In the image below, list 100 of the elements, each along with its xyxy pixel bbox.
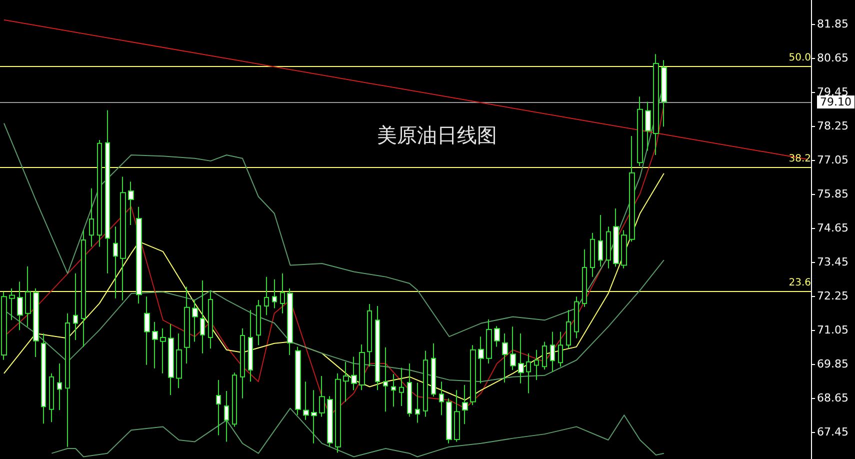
candlestick	[590, 232, 595, 278]
candlestick	[343, 361, 349, 402]
candlestick	[311, 390, 317, 444]
y-tick-label: 72.25	[817, 290, 848, 303]
candlestick	[534, 349, 539, 380]
candlestick	[645, 101, 651, 152]
candlestick	[526, 352, 531, 394]
candlestick	[439, 381, 444, 416]
candlestick	[256, 300, 261, 346]
annotation: 23.6	[788, 277, 811, 288]
candlestick	[81, 230, 86, 348]
candlestick	[287, 288, 293, 356]
candlestick	[272, 278, 277, 309]
candlestick	[240, 328, 245, 399]
candlestick	[502, 332, 508, 383]
y-tick-label: 78.25	[817, 120, 848, 133]
candlestick	[582, 248, 587, 308]
candlestick	[17, 281, 23, 331]
candlestick	[319, 375, 325, 418]
candlestick	[89, 188, 94, 248]
candlestick	[558, 331, 563, 368]
y-tick-label: 77.05	[817, 154, 848, 167]
candlestick	[446, 398, 452, 444]
y-tick-label: 74.65	[817, 222, 848, 235]
candlestick	[136, 206, 142, 304]
candlestick	[152, 321, 158, 369]
candlestick	[478, 336, 484, 384]
candlestick	[232, 372, 237, 428]
candlestick	[359, 344, 365, 391]
candlestick	[192, 300, 198, 342]
candlestick	[65, 312, 70, 448]
candlestick	[295, 346, 301, 416]
y-tick-label: 68.65	[817, 392, 848, 405]
candlestick	[57, 363, 62, 410]
ref-line-label: 79.10	[820, 96, 852, 108]
candlestick	[566, 309, 571, 349]
candlestick	[613, 208, 619, 268]
candlestick	[113, 226, 118, 299]
candlestick	[303, 381, 309, 420]
candlestick	[542, 341, 547, 370]
candlestick	[391, 374, 396, 408]
candlestick	[375, 306, 380, 391]
candlestick	[216, 379, 221, 436]
annotation: 50.0	[788, 52, 811, 64]
candlestick	[494, 326, 500, 348]
candlestick	[454, 390, 460, 442]
candlestick	[9, 288, 15, 321]
candlestick	[327, 396, 333, 448]
candlestick	[73, 272, 78, 340]
y-tick-label: 81.85	[817, 18, 848, 31]
candlestick	[1, 291, 7, 360]
candlestick	[415, 382, 420, 424]
candlestick	[280, 272, 285, 314]
candlestick	[598, 214, 603, 268]
candlestick	[383, 346, 388, 412]
candlestick	[431, 342, 436, 398]
candlestick	[550, 331, 555, 372]
candlestick	[621, 230, 627, 269]
candlestick	[200, 280, 205, 354]
candlestick	[208, 290, 213, 349]
y-tick-label: 69.85	[817, 358, 848, 371]
y-tick-label: 75.85	[817, 188, 848, 201]
candlestick	[49, 372, 54, 423]
candlestick	[105, 110, 110, 274]
candlestick	[351, 356, 357, 391]
candlestick	[510, 326, 516, 371]
candlestick	[470, 344, 476, 406]
text: 美原油日线图	[377, 123, 497, 147]
candlestick	[661, 60, 667, 128]
candlestick	[33, 288, 39, 358]
candlestick	[462, 384, 468, 425]
candlestick	[629, 136, 635, 242]
candlestick	[120, 176, 126, 301]
y-tick-label: 80.65	[817, 52, 848, 65]
candlestick	[25, 266, 31, 328]
candlestick	[423, 350, 428, 418]
candlestick	[176, 332, 182, 389]
candlestick	[407, 363, 412, 418]
candlestick	[367, 304, 372, 368]
candlestick	[248, 309, 253, 382]
candlestick	[224, 390, 229, 442]
candlestick	[335, 372, 341, 454]
candlestick	[653, 54, 659, 156]
y-tick-label: 67.45	[817, 426, 848, 439]
candlestick	[144, 296, 150, 366]
candlestick	[128, 181, 134, 226]
candlestick	[264, 276, 269, 316]
candlestick	[41, 332, 46, 424]
candlestick	[168, 324, 174, 396]
candlestick	[486, 318, 492, 364]
candlestick	[160, 328, 166, 374]
candlestick	[574, 296, 579, 339]
line-series	[51, 408, 664, 458]
candlestick	[97, 139, 102, 248]
y-tick-label: 71.05	[817, 324, 848, 337]
candlestick	[606, 226, 611, 269]
candlestick	[518, 332, 524, 384]
candlestick	[637, 96, 643, 167]
candlestick	[184, 286, 190, 364]
y-tick-label: 73.45	[817, 256, 848, 269]
